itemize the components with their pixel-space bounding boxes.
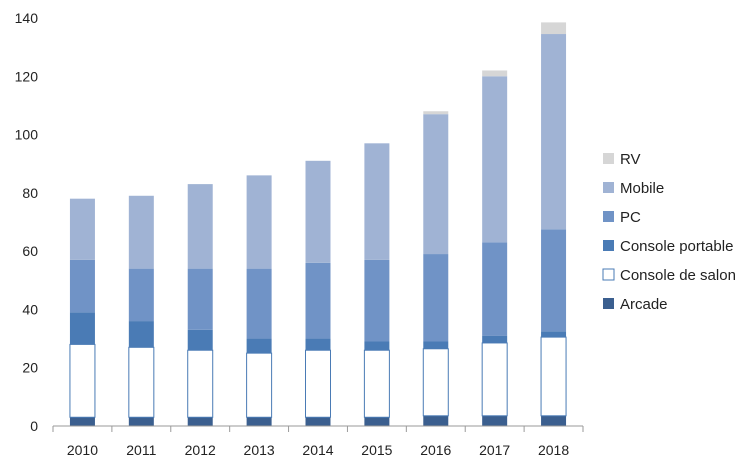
bar-segment-rv-2018 [541, 22, 567, 35]
bar-segment-arcade-2012 [187, 417, 213, 426]
y-tick-label: 0 [30, 418, 38, 434]
bar-segment-arcade-2016 [423, 415, 449, 426]
bar-segment-rv-2016 [423, 111, 449, 115]
legend-swatch [602, 268, 615, 281]
bar-segment-console-de-salon-2012 [187, 349, 214, 418]
legend: RV Mobile PC Console portable Console de sal… [602, 151, 736, 313]
x-tick-label: 2010 [67, 442, 98, 458]
legend-label: Arcade [620, 296, 668, 313]
legend-label: RV [620, 151, 641, 168]
x-tick-label: 2017 [479, 442, 510, 458]
y-tick-label: 20 [22, 360, 38, 376]
bar-segment-mobile-2011 [128, 195, 154, 269]
bar-segment-console-portable-2014 [305, 338, 331, 351]
bar-segment-console-portable-2010 [69, 312, 95, 345]
bar-segment-mobile-2013 [246, 175, 272, 269]
bar-segment-console-portable-2013 [246, 338, 272, 354]
legend-label: Console portable [620, 238, 733, 255]
legend-swatch [603, 298, 614, 309]
bar-segment-arcade-2014 [305, 417, 331, 426]
bar-segment-pc-2011 [128, 268, 154, 322]
bar-segment-mobile-2010 [69, 198, 95, 260]
x-tick-label: 2018 [538, 442, 569, 458]
bar-segment-arcade-2013 [246, 417, 272, 426]
bar-segment-console-portable-2018 [541, 331, 567, 338]
bar-segment-arcade-2018 [541, 415, 567, 426]
bar-segment-console-portable-2016 [423, 341, 449, 349]
bar-stacks [69, 22, 567, 426]
bar-segment-console-portable-2012 [187, 329, 213, 351]
bar-segment-pc-2017 [482, 242, 508, 336]
x-tick-label: 2012 [185, 442, 216, 458]
bar-segment-pc-2012 [187, 268, 213, 330]
y-axis-ticks: 0 20 40 60 80 100 120 140 [15, 10, 39, 434]
bar-segment-console-de-salon-2011 [128, 346, 155, 418]
bar-segment-arcade-2010 [69, 417, 95, 426]
bar-segment-console-de-salon-2018 [540, 336, 567, 417]
bar-segment-pc-2016 [423, 254, 449, 342]
bar-segment-pc-2018 [541, 229, 567, 332]
bar-segment-console-de-salon-2014 [305, 349, 331, 418]
bar-segment-console-de-salon-2010 [69, 343, 96, 418]
x-tick-label: 2014 [302, 442, 333, 458]
bar-segment-mobile-2014 [305, 160, 331, 263]
bar-segment-pc-2010 [69, 259, 95, 313]
y-tick-label: 140 [15, 10, 39, 26]
y-tick-label: 60 [22, 243, 38, 259]
bar-segment-console-portable-2017 [482, 335, 508, 343]
bar-segment-pc-2015 [364, 259, 390, 342]
legend-swatch [603, 240, 614, 251]
bar-segment-mobile-2012 [187, 184, 213, 269]
legend-label: PC [620, 209, 641, 226]
bar-segment-pc-2013 [246, 268, 272, 339]
bar-segment-console-portable-2011 [128, 321, 154, 348]
bar-segment-mobile-2016 [423, 114, 449, 255]
bar-segment-arcade-2011 [128, 417, 154, 426]
x-tick-label: 2015 [361, 442, 392, 458]
x-tick-label: 2013 [244, 442, 275, 458]
y-tick-label: 120 [15, 68, 39, 84]
x-tick-label: 2011 [126, 442, 156, 458]
bar-segment-console-portable-2015 [364, 341, 390, 351]
y-tick-label: 100 [15, 127, 39, 143]
bar-segment-pc-2014 [305, 262, 331, 339]
bar-segment-mobile-2018 [541, 34, 567, 230]
legend-label: Mobile [620, 180, 664, 197]
x-axis-ticks: 2010 2011 2012 2013 2014 2015 2016 2017 2018 [52, 426, 584, 458]
bar-segment-mobile-2015 [364, 143, 390, 260]
bar-segment-console-de-salon-2016 [422, 348, 449, 417]
bar-segment-mobile-2017 [482, 76, 508, 243]
y-tick-label: 80 [22, 185, 38, 201]
bar-segment-console-de-salon-2017 [481, 342, 508, 417]
legend-swatch [603, 182, 614, 193]
x-tick-label: 2016 [420, 442, 451, 458]
legend-swatch [603, 211, 614, 222]
bar-segment-arcade-2015 [364, 417, 390, 426]
bar-segment-rv-2017 [482, 70, 508, 77]
y-tick-label: 40 [22, 301, 38, 317]
bar-segment-arcade-2017 [482, 415, 508, 426]
bar-segment-console-de-salon-2013 [246, 352, 273, 418]
legend-swatch [603, 153, 614, 164]
legend-label: Console de salon [620, 267, 736, 284]
bar-segment-console-de-salon-2015 [363, 349, 390, 418]
